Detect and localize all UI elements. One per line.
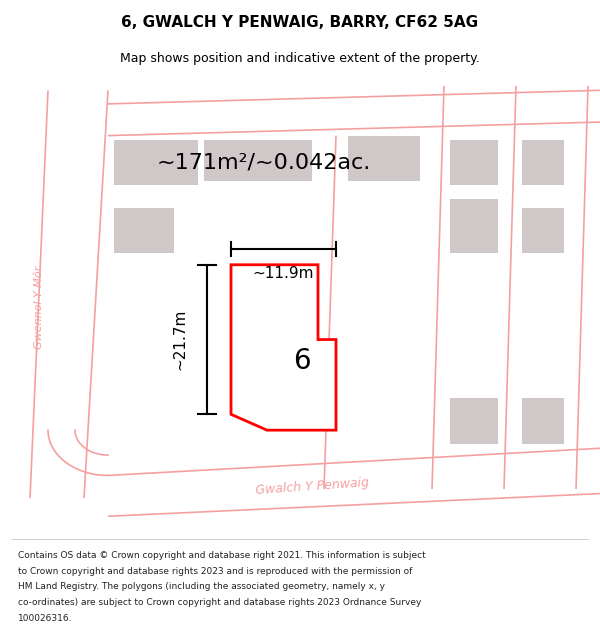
Bar [204, 140, 312, 181]
Bar [522, 399, 564, 444]
Polygon shape [231, 265, 336, 430]
Text: Map shows position and indicative extent of the property.: Map shows position and indicative extent… [120, 52, 480, 65]
Bar [450, 199, 498, 254]
Bar [114, 140, 198, 186]
Text: 6, GWALCH Y PENWAIG, BARRY, CF62 5AG: 6, GWALCH Y PENWAIG, BARRY, CF62 5AG [121, 15, 479, 30]
Text: HM Land Registry. The polygons (including the associated geometry, namely x, y: HM Land Registry. The polygons (includin… [18, 582, 385, 591]
Text: to Crown copyright and database rights 2023 and is reproduced with the permissio: to Crown copyright and database rights 2… [18, 566, 412, 576]
Text: Gwennol Y Môr: Gwennol Y Môr [34, 266, 44, 349]
Bar [114, 208, 174, 254]
Bar [522, 140, 564, 186]
Text: 100026316.: 100026316. [18, 614, 73, 623]
Text: 6: 6 [293, 347, 310, 375]
Text: Contains OS data © Crown copyright and database right 2021. This information is : Contains OS data © Crown copyright and d… [18, 551, 426, 560]
Bar [450, 140, 498, 186]
Text: ~171m²/~0.042ac.: ~171m²/~0.042ac. [157, 152, 371, 173]
Bar [450, 399, 498, 444]
Text: ~11.9m: ~11.9m [253, 266, 314, 281]
Bar [348, 136, 420, 181]
Text: ~21.7m: ~21.7m [173, 309, 187, 370]
Text: co-ordinates) are subject to Crown copyright and database rights 2023 Ordnance S: co-ordinates) are subject to Crown copyr… [18, 598, 421, 608]
Text: Gwalch Y Penwaig: Gwalch Y Penwaig [255, 476, 369, 498]
Bar [522, 208, 564, 254]
